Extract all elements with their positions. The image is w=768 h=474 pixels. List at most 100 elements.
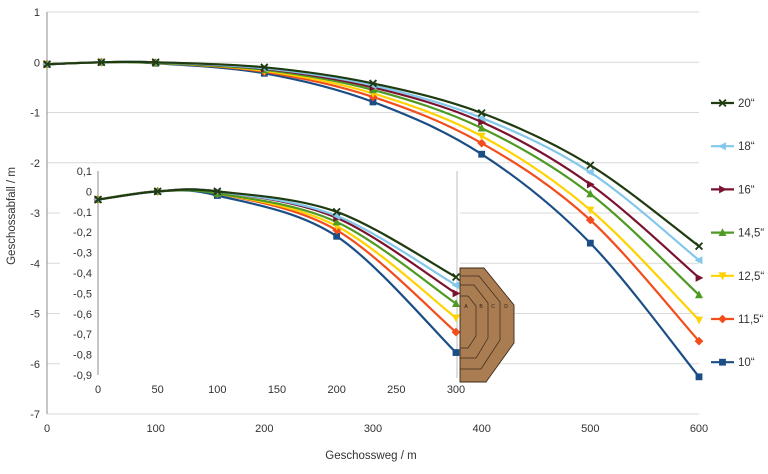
- inset-y-tick-label: -0,9: [73, 370, 92, 382]
- legend-item-14-5: 14,5“: [711, 228, 764, 240]
- data-point-20: [368, 79, 378, 88]
- data-point-16: [586, 180, 595, 189]
- data-point-11-5: [585, 215, 595, 225]
- y-tick-label: -3: [30, 208, 40, 220]
- inset-background: [60, 165, 460, 400]
- data-point-20: [586, 161, 595, 170]
- inset-series-markers-20: [93, 187, 461, 282]
- inset-data-point-14-5: [452, 299, 460, 307]
- legend: 20“ 18“ 16“ 14,5“ 12,5“ 11,5“ 10“: [711, 98, 764, 369]
- x-tick-label: 400: [472, 423, 490, 435]
- target-zone-label-b: B: [479, 304, 483, 310]
- inset-y-tick-label: 0: [86, 186, 92, 198]
- data-point-10: [586, 239, 594, 247]
- inset-x-tick-label: 0: [95, 384, 101, 396]
- data-point-10: [695, 373, 703, 381]
- legend-item-18: 18“: [711, 141, 755, 153]
- inset-y-tick-label: -0,5: [73, 288, 92, 300]
- data-point-20: [42, 60, 52, 69]
- x-tick-label: 200: [255, 423, 273, 435]
- inset-data-point-20: [451, 273, 461, 282]
- x-axis-title: Geschossweg / m: [325, 450, 416, 462]
- data-point-16: [695, 273, 704, 282]
- inset-x-tick-label: 150: [268, 384, 286, 396]
- inset-y-tick-label: -0,7: [73, 329, 92, 341]
- y-tick-label: 0: [34, 57, 40, 69]
- main-tick-labels: 10-1-2-3-4-5-6-70 100 200 300 400 500 600: [30, 7, 708, 435]
- x-tick-label: 0: [44, 423, 50, 435]
- inset-y-tick-label: -0,6: [73, 309, 92, 321]
- legend-label: 18“: [738, 141, 755, 153]
- data-point-11-5: [694, 336, 704, 346]
- legend-item-16: 16“: [711, 184, 755, 196]
- y-tick-label: -1: [30, 108, 40, 120]
- legend-marker: [718, 272, 727, 281]
- legend-marker: [718, 228, 727, 236]
- data-point-20: [151, 58, 160, 67]
- inset-x-tick-label: 250: [387, 384, 405, 396]
- data-point-20: [694, 242, 704, 251]
- legend-marker: [718, 314, 727, 324]
- data-point-14-5: [695, 290, 703, 299]
- inset-y-tick-label: -0,8: [73, 350, 92, 362]
- data-point-12-5: [477, 132, 486, 141]
- legend-marker: [718, 98, 727, 108]
- legend-marker: [719, 358, 726, 366]
- target-outline: [459, 267, 515, 383]
- inset-data-point-20: [332, 207, 341, 216]
- data-point-12-5: [695, 316, 703, 325]
- y-tick-label: -4: [30, 258, 40, 270]
- legend-item-12-5: 12,5“: [711, 271, 764, 283]
- inset-tick-labels: 0,1 0 -0,1 -0,2 -0,3 -0,4 -0,5 -0,6 -0,7 -0,8 -0,9…: [73, 166, 465, 396]
- target-zone-line-a-b: [460, 295, 477, 349]
- y-tick-label: 1: [34, 7, 40, 19]
- inset-data-point-16: [452, 289, 461, 298]
- inset-y-tick-label: -0,2: [73, 227, 92, 239]
- series-markers-20: [42, 58, 704, 251]
- inset-data-point-20: [93, 195, 103, 204]
- target-zone-label-a: A: [464, 304, 468, 310]
- legend-label: 14,5“: [738, 228, 764, 240]
- data-point-16: [478, 118, 487, 127]
- target-zone-label-d: D: [504, 304, 508, 310]
- inset-data-point-20: [213, 187, 222, 196]
- inset-x-tick-label: 100: [208, 384, 226, 396]
- target-zone-line-c-d: [460, 275, 501, 370]
- inset-series-line-20: [96, 188, 458, 279]
- inset-x-tick-label: 50: [152, 384, 164, 396]
- inset-data-point-10: [333, 232, 341, 240]
- inset-data-point-18: [451, 281, 460, 290]
- inset-y-tick-label: 0,1: [77, 166, 92, 178]
- data-point-18: [585, 168, 594, 177]
- data-point-10: [369, 98, 377, 106]
- inset-data-point-20: [153, 187, 162, 196]
- data-point-20: [97, 58, 106, 67]
- y-tick-label: -6: [30, 359, 40, 371]
- main-series-group: [42, 57, 704, 381]
- target-zone-line-b-c: [460, 284, 489, 359]
- data-point-11-5: [477, 138, 487, 148]
- legend-marker: [718, 142, 726, 151]
- x-tick-label: 600: [690, 423, 708, 435]
- inset-x-tick-label: 200: [327, 384, 345, 396]
- inset-data-point-12-5: [452, 314, 460, 323]
- data-point-20: [260, 63, 269, 72]
- inset-y-tick-label: -0,4: [73, 268, 92, 280]
- inset-x-tick-label: 300: [447, 384, 465, 396]
- target-silhouette: A B C D: [459, 267, 515, 383]
- inset-data-point-11-5: [451, 327, 461, 337]
- x-tick-label: 500: [581, 423, 599, 435]
- inset-y-tick-label: -0,1: [73, 207, 92, 219]
- x-tick-label: 100: [146, 423, 164, 435]
- y-axis-title: Geschossabfall / m: [6, 167, 18, 265]
- inset-data-point-14-5: [332, 217, 341, 226]
- data-point-10: [478, 150, 486, 158]
- legend-item-20: 20“: [711, 98, 755, 110]
- legend-label: 16“: [738, 184, 755, 196]
- inset-data-point-10: [452, 349, 460, 356]
- data-point-14-5: [586, 189, 595, 198]
- inset-series-group: [93, 187, 461, 356]
- legend-label: 10“: [738, 357, 755, 369]
